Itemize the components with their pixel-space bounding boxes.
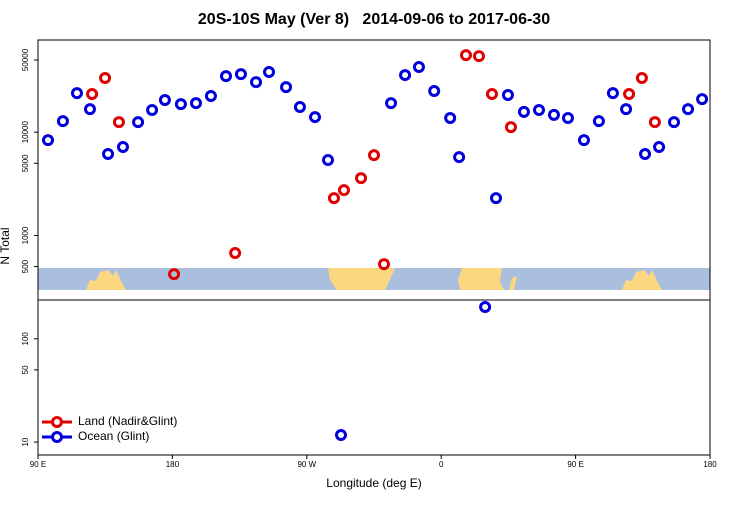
point: [280, 81, 293, 94]
point: [327, 192, 340, 205]
point: [696, 93, 709, 106]
point: [668, 116, 681, 129]
point: [399, 69, 412, 82]
point: [459, 49, 472, 62]
point: [309, 111, 322, 124]
point: [504, 121, 517, 134]
point: [533, 103, 546, 116]
point: [189, 97, 202, 110]
point: [577, 134, 590, 147]
point: [99, 72, 112, 85]
point: [378, 258, 391, 271]
point: [635, 72, 648, 85]
point: [158, 93, 171, 106]
point: [479, 301, 492, 314]
legend-marker: [51, 431, 63, 443]
y-tick-label: 50: [21, 365, 30, 374]
point: [428, 85, 441, 98]
y-tick-label: 10: [21, 437, 30, 446]
point: [234, 68, 247, 81]
point: [250, 76, 263, 89]
chart-title: 20S-10S May (Ver 8) 2014-09-06 to 2017-0…: [198, 11, 550, 28]
y-tick-label: 100: [21, 332, 30, 346]
point: [620, 103, 633, 116]
map-strip: [38, 268, 710, 290]
point: [472, 50, 485, 63]
point: [263, 66, 276, 79]
legend-label: Ocean (Glint): [78, 429, 149, 443]
point: [83, 103, 96, 116]
y-tick-label: 10000: [21, 120, 30, 143]
point: [485, 88, 498, 101]
point: [623, 88, 636, 101]
legend-marker: [51, 416, 63, 428]
point: [174, 98, 187, 111]
point: [229, 247, 242, 260]
point: [322, 154, 335, 167]
point: [682, 103, 695, 116]
legend-label: Land (Nadir&Glint): [78, 414, 177, 428]
point: [220, 70, 233, 83]
point: [453, 151, 466, 164]
x-tick-label: 180: [703, 460, 717, 469]
plot-frame: [37, 39, 711, 456]
point: [412, 61, 425, 74]
point: [204, 89, 217, 102]
point: [42, 134, 55, 147]
point: [56, 115, 69, 128]
point: [653, 141, 666, 154]
x-tick-label: 90 W: [297, 460, 316, 469]
point: [337, 184, 350, 197]
point: [385, 97, 398, 110]
y-tick-label: 5000: [21, 154, 30, 172]
x-axis-label: Longitude (deg E): [326, 476, 421, 490]
point: [132, 116, 145, 129]
point: [116, 141, 129, 154]
point: [547, 108, 560, 121]
y-tick-label: 500: [21, 259, 30, 273]
point: [86, 88, 99, 101]
point: [293, 101, 306, 114]
point: [606, 87, 619, 100]
point: [368, 149, 380, 162]
point: [639, 148, 652, 161]
point: [168, 268, 181, 281]
x-tick-label: 90 E: [567, 460, 583, 469]
point: [648, 116, 661, 129]
point: [490, 192, 503, 205]
point: [355, 172, 368, 185]
x-tick-label: 0: [439, 460, 444, 469]
x-tick-label: 90 E: [30, 460, 46, 469]
y-tick-label: 50000: [21, 48, 30, 71]
y-tick-label: 1000: [21, 226, 30, 244]
point: [517, 105, 530, 118]
point: [444, 112, 457, 125]
point: [334, 429, 347, 442]
x-tick-label: 180: [166, 460, 180, 469]
point: [112, 116, 125, 129]
point: [501, 88, 514, 101]
point: [592, 115, 605, 128]
point: [561, 112, 574, 125]
point: [102, 148, 115, 161]
y-axis-label: N Total: [0, 227, 12, 264]
point: [70, 87, 83, 100]
point: [146, 103, 159, 116]
